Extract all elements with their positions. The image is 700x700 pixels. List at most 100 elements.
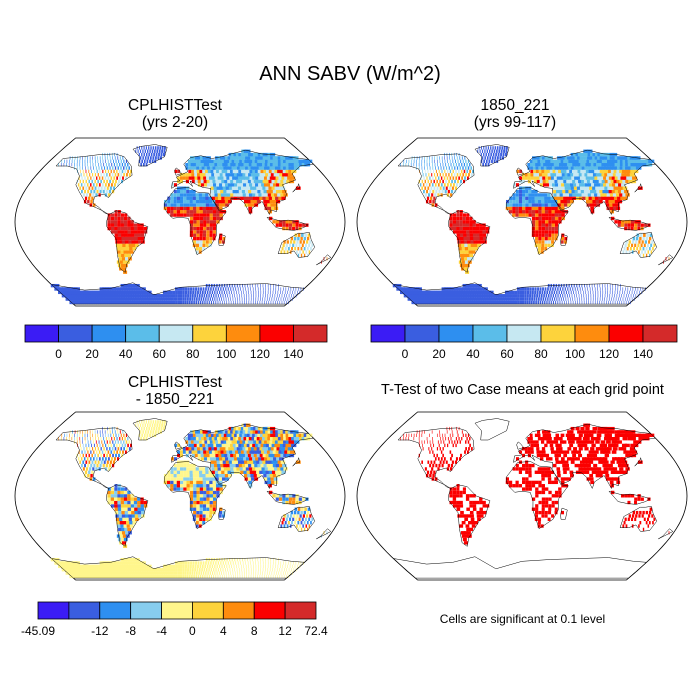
map-cell [277, 290, 279, 295]
map-cell [592, 294, 594, 298]
map-cell [266, 199, 271, 204]
map-cell [206, 213, 210, 217]
map-cell [215, 574, 217, 579]
map-cell [244, 571, 245, 575]
map-cell [280, 250, 283, 254]
map-cell [66, 433, 68, 438]
map-cell [522, 300, 525, 305]
map-cell [431, 203, 435, 207]
map-cell [296, 240, 299, 244]
map-cell [94, 156, 96, 160]
map-cell [609, 159, 615, 164]
map-cell [217, 574, 219, 579]
map-cell [582, 290, 584, 295]
map-cell [206, 487, 210, 491]
map-cell [524, 290, 527, 295]
map-cell [604, 196, 609, 200]
map-cell [269, 473, 274, 478]
map-cell [180, 487, 184, 491]
map-cell [572, 163, 577, 167]
map-cell [285, 440, 292, 444]
map-cell [219, 447, 224, 451]
map-cell [530, 300, 533, 305]
map-cell [206, 480, 210, 485]
map-cell [104, 450, 107, 454]
map-cell [82, 156, 83, 160]
map-cell [85, 169, 87, 174]
map-cell [426, 163, 428, 167]
map-cell [505, 149, 508, 153]
map-cell [128, 514, 132, 518]
map-cell [551, 290, 553, 295]
map-cell [127, 568, 132, 572]
map-cell [83, 457, 86, 461]
map-cell [196, 510, 200, 515]
map-cell [225, 460, 230, 464]
map-cell [270, 183, 275, 187]
map-cell [106, 294, 112, 298]
map-cell [194, 290, 197, 295]
map-cell [546, 290, 549, 295]
map-cell [492, 152, 495, 157]
map-cell [139, 568, 144, 572]
map-cell [285, 166, 292, 170]
map-cell [189, 484, 194, 488]
map-cell [121, 290, 126, 295]
map-cell [639, 253, 642, 258]
map-cell [186, 473, 190, 478]
map-cell [540, 163, 544, 167]
map-cell [177, 450, 180, 454]
map-cell [259, 574, 261, 579]
map-cell [213, 294, 215, 298]
map-cell [612, 173, 618, 177]
map-cell [237, 571, 238, 575]
map-cell [491, 149, 493, 153]
map-cell [87, 156, 88, 160]
map-cell [222, 460, 227, 464]
map-cell [206, 233, 210, 237]
map-cell [233, 447, 238, 451]
map-cell [88, 460, 91, 464]
map-cell [111, 152, 113, 157]
map-cell [254, 477, 259, 481]
map-cell [456, 152, 457, 157]
map-cell [423, 189, 425, 194]
map-cell [231, 564, 233, 569]
map-cell [199, 236, 203, 241]
map-cell [101, 457, 104, 461]
map-cell [266, 443, 271, 448]
map-cell [122, 243, 127, 248]
map-cell [440, 176, 443, 180]
map-cell [222, 210, 226, 214]
map-cell [240, 290, 242, 295]
map-cell [147, 149, 149, 153]
map-cell [192, 473, 197, 478]
map-cell [282, 500, 286, 505]
map-cell [150, 146, 152, 150]
map-cell [277, 467, 282, 471]
map-cell [170, 290, 173, 295]
map-cell [287, 297, 289, 301]
map-cell [253, 166, 258, 170]
map-cell [98, 166, 100, 170]
map-cell [306, 247, 309, 251]
map-cell [282, 290, 284, 295]
map-cell [167, 470, 171, 474]
map-cell [262, 437, 267, 441]
map-cell [192, 564, 195, 569]
map-cell [554, 287, 557, 291]
map-cell [255, 287, 256, 291]
map-cell [182, 300, 185, 305]
map-cell [214, 163, 218, 167]
map-cell [469, 294, 474, 298]
colorbar-label: 40 [466, 347, 480, 361]
map-cell [531, 210, 536, 214]
map-cell [277, 186, 283, 190]
map-cell [110, 494, 115, 498]
map-cell [553, 176, 558, 180]
map-cell [236, 568, 238, 572]
map-cell [189, 210, 194, 214]
map-cell [152, 146, 155, 150]
coastline-newzealand [316, 254, 332, 266]
map-cell [187, 294, 190, 298]
